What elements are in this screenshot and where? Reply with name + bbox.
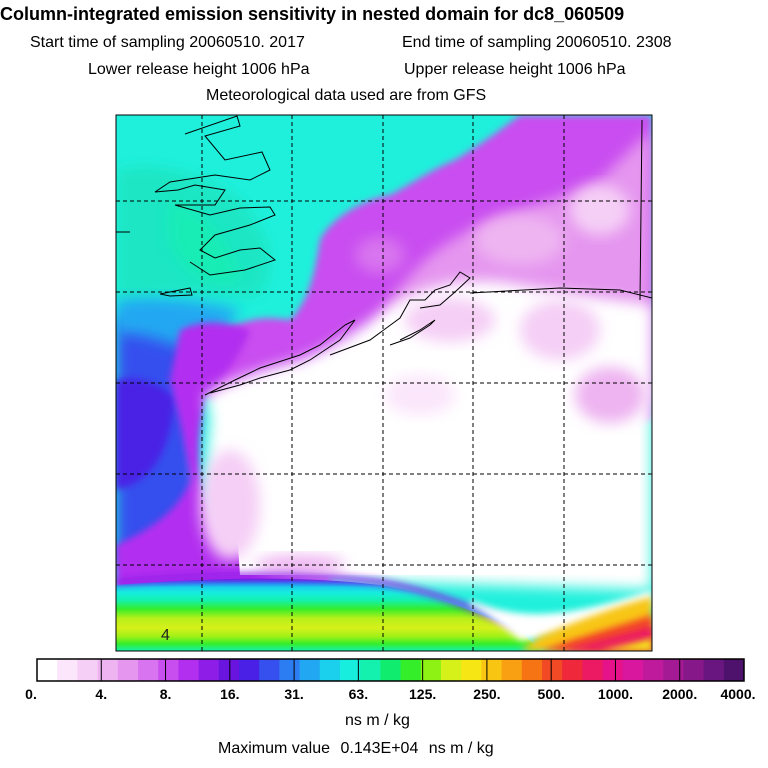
colorbar-swatch (521, 659, 543, 681)
colorbar-swatch (542, 659, 563, 681)
colorbar-swatch (420, 659, 442, 681)
region-marker: 4 (161, 627, 170, 644)
colorbar-swatch (461, 659, 482, 681)
map-frame (115, 114, 653, 652)
colorbar-swatch (380, 659, 402, 681)
start-time: Start time of sampling 20060510. 2017 (30, 34, 305, 51)
colorbar-swatch (198, 659, 220, 681)
colorbar-tick-label: 250. (473, 686, 501, 702)
colorbar-swatch (441, 659, 462, 681)
colorbar-swatch (77, 659, 99, 681)
colorbar-swatch (340, 659, 361, 681)
colorbar-swatch (400, 659, 422, 681)
colorbar-tick-label: 4000. (720, 686, 756, 702)
colorbar-swatch (259, 659, 280, 681)
colorbar-swatch (138, 659, 159, 681)
colorbar-swatch (239, 659, 260, 681)
colorbar-tick-label: 0. (25, 686, 37, 702)
colorbar-tick-label: 8. (159, 686, 172, 702)
colorbar-tick-label: 2000. (662, 686, 698, 702)
colorbar-tick-label: 31. (284, 686, 304, 702)
colorbar-tick-label: 500. (537, 686, 565, 702)
colorbar-swatch (582, 659, 604, 681)
colorbar-tick-label: 125. (409, 686, 437, 702)
colorbar-swatch (117, 659, 139, 681)
colorbar-swatch (602, 659, 624, 681)
colorbar-swatch (481, 659, 503, 681)
colorbar-unit: ns m / kg (345, 712, 410, 729)
coastlines (116, 115, 652, 396)
colorbar-tick-label: 63. (348, 686, 369, 702)
plot-title: Column-integrated emission sensitivity i… (0, 4, 625, 24)
colorbar (36, 658, 745, 682)
lower-release-height: Lower release height 1006 hPa (88, 61, 310, 78)
colorbar-swatch (57, 659, 78, 681)
colorbar-tick-label: 4. (95, 686, 108, 702)
met-data-note: Meteorological data used are from GFS (206, 87, 487, 104)
end-time: End time of sampling 20060510. 2308 (402, 34, 672, 51)
colorbar-swatch (501, 659, 523, 681)
upper-release-height: Upper release height 1006 hPa (404, 61, 626, 78)
colorbar-swatch (723, 659, 745, 681)
colorbar-swatch (643, 659, 664, 681)
colorbar-frame (36, 658, 745, 682)
colorbar-swatch (562, 659, 583, 681)
colorbar-tick-label: 16. (220, 686, 240, 702)
colorbar-tick-label: 1000. (597, 686, 633, 702)
colorbar-swatch (218, 659, 240, 681)
graticule (116, 115, 652, 651)
colorbar-swatch (279, 659, 301, 681)
colorbar-swatch (299, 659, 321, 681)
colorbar-swatch (663, 659, 684, 681)
maximum-value: Maximum value 0.143E+04 ns m / kg (218, 740, 494, 757)
colorbar-swatch (683, 659, 705, 681)
colorbar-swatch (622, 659, 644, 681)
colorbar-swatch (158, 659, 179, 681)
colorbar-swatch (319, 659, 341, 681)
colorbar-swatch (703, 659, 725, 681)
colorbar-swatch (37, 659, 58, 681)
colorbar-swatch (360, 659, 381, 681)
colorbar-swatch (97, 659, 119, 681)
colorbar-swatch (178, 659, 200, 681)
